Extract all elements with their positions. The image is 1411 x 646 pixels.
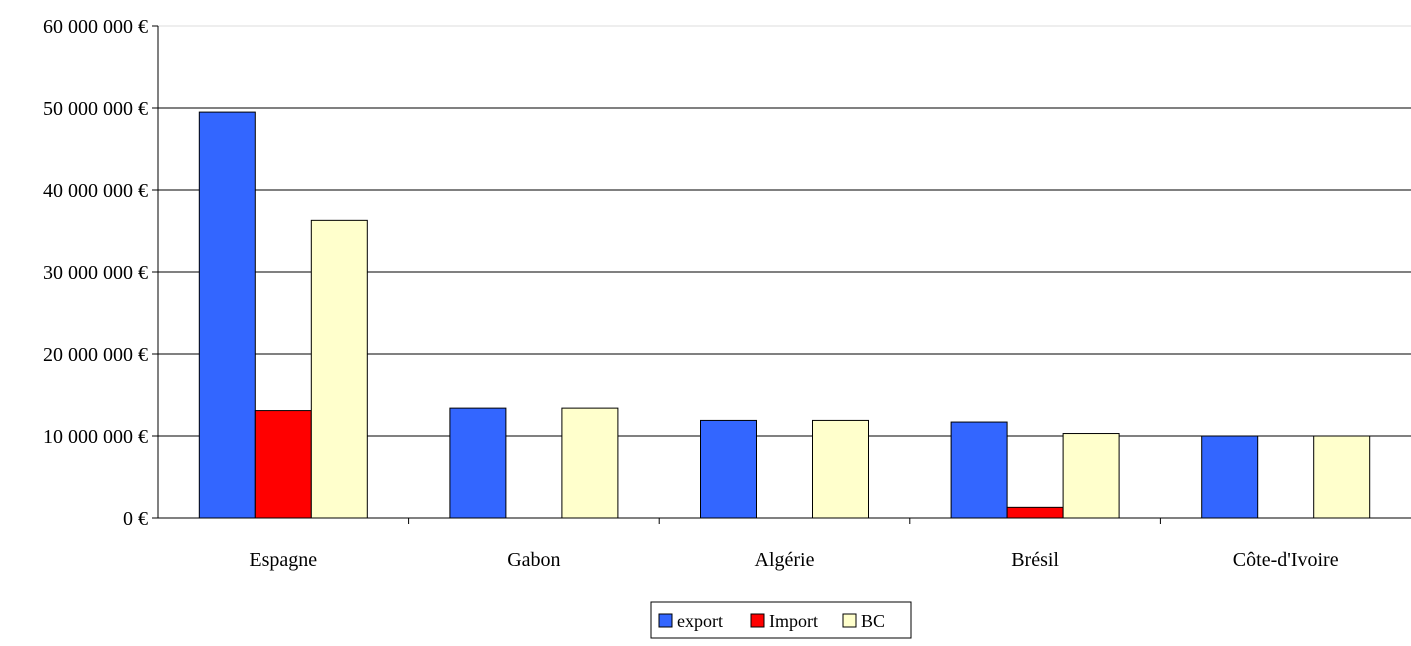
- y-tick-label: 30 000 000 €: [43, 262, 148, 284]
- x-tick-label: Algérie: [755, 549, 815, 571]
- x-tick-label: Gabon: [507, 549, 560, 571]
- x-tick-labels: Espagne Gabon Algérie Brésil Côte-d'Ivoire: [249, 549, 1338, 571]
- y-tick-label: 10 000 000 €: [43, 426, 148, 448]
- bar-export-0: [198, 111, 256, 519]
- bar-bc-0: [310, 219, 368, 519]
- bar-export-2: [700, 419, 757, 519]
- x-tick-label: Brésil: [1011, 549, 1059, 571]
- x-tick-label: Espagne: [249, 549, 317, 571]
- y-tick-label: 40 000 000 €: [43, 180, 148, 202]
- legend-label-export: export: [677, 611, 723, 631]
- bar-import-3: [1006, 506, 1064, 519]
- axes: [152, 25, 1411, 524]
- y-tick-labels: 0 € 10 000 000 € 20 000 000 € 30 000 000 € 4…: [43, 16, 148, 530]
- bar-bc-3: [1062, 433, 1120, 519]
- legend-swatch-export: [658, 613, 673, 628]
- y-tick-label: 50 000 000 €: [43, 98, 148, 120]
- bar-bc-4: [1313, 435, 1371, 519]
- bar-export-1: [449, 407, 507, 519]
- legend-label-bc: BC: [861, 611, 885, 631]
- legend-swatch-import: [750, 613, 765, 628]
- y-tick-label: 60 000 000 €: [43, 16, 148, 38]
- bars: [198, 111, 1371, 519]
- y-tick-label: 20 000 000 €: [43, 344, 148, 366]
- x-tick-label: Côte-d'Ivoire: [1233, 549, 1339, 571]
- legend-swatch-bc: [842, 613, 857, 628]
- bar-import-0: [254, 410, 312, 519]
- legend-label-import: Import: [769, 611, 818, 631]
- bar-bc-2: [812, 419, 869, 519]
- legend: export Import BC: [650, 601, 912, 639]
- bar-bc-1: [561, 407, 619, 519]
- y-tick-label: 0 €: [123, 508, 148, 530]
- bar-export-4: [1201, 435, 1259, 519]
- legend-box: [650, 601, 912, 639]
- bar-export-3: [950, 421, 1008, 519]
